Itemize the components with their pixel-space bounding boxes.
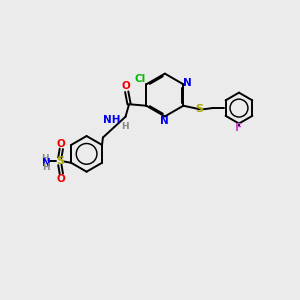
Text: F: F (236, 123, 242, 133)
Text: NH: NH (103, 115, 120, 125)
Text: S: S (56, 156, 64, 166)
Text: N: N (183, 78, 192, 88)
Text: O: O (57, 139, 66, 149)
Text: S: S (196, 104, 204, 114)
Text: O: O (57, 173, 66, 184)
Text: H: H (121, 122, 129, 131)
Text: O: O (122, 81, 130, 92)
Text: N: N (41, 158, 50, 168)
Text: H: H (42, 163, 50, 172)
Text: Cl: Cl (134, 74, 146, 84)
Text: N: N (160, 116, 169, 127)
Text: H: H (41, 154, 49, 163)
